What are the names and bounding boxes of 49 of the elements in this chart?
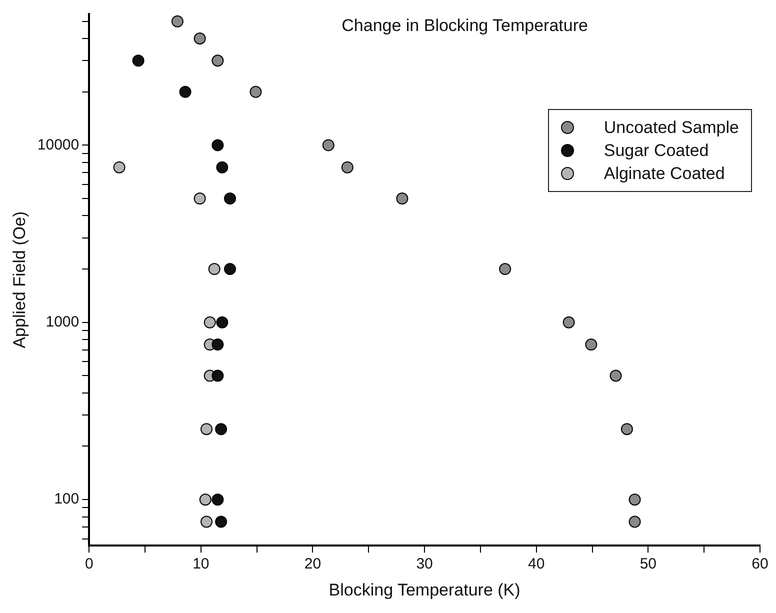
y-tick-label: 10000 — [37, 136, 80, 154]
point — [212, 370, 224, 382]
y-axis-title: Applied Field (Oe) — [10, 211, 29, 348]
legend-label: Alginate Coated — [604, 164, 725, 184]
point — [250, 86, 262, 98]
point — [499, 263, 512, 276]
chart-title: Change in Blocking Temperature — [342, 16, 588, 36]
x-tick-label: 10 — [192, 556, 210, 573]
point — [562, 316, 575, 328]
point — [216, 316, 228, 328]
point — [212, 338, 224, 351]
point — [208, 263, 220, 276]
point — [200, 516, 213, 528]
point — [628, 494, 641, 506]
point — [628, 516, 641, 528]
point — [212, 494, 224, 506]
x-axis-title: Blocking Temperature (K) — [328, 580, 520, 600]
point — [585, 338, 598, 351]
point — [199, 494, 212, 506]
point — [341, 161, 354, 174]
y-tick-label: 1000 — [46, 314, 80, 331]
point — [215, 516, 228, 528]
point — [396, 192, 408, 205]
legend-label: Uncoated Sample — [604, 118, 739, 138]
point — [212, 54, 224, 67]
x-tick-label: 0 — [84, 556, 94, 573]
point — [200, 423, 213, 436]
point — [610, 370, 622, 382]
point — [620, 423, 633, 436]
x-tick-label: 40 — [528, 556, 545, 573]
point — [194, 192, 206, 205]
point — [171, 15, 184, 28]
point — [224, 192, 236, 205]
point — [322, 139, 334, 152]
point — [212, 139, 224, 152]
x-tick-label: 50 — [640, 556, 657, 573]
x-tick-label: 60 — [752, 556, 768, 573]
point — [215, 423, 228, 436]
x-tick-label: 20 — [304, 556, 322, 573]
point — [132, 54, 144, 67]
legend-label: Sugar Coated — [604, 140, 709, 160]
y-tick-label: 100 — [54, 490, 80, 508]
point — [194, 32, 206, 45]
x-tick-label: 30 — [416, 556, 433, 573]
point — [179, 86, 192, 98]
point — [216, 161, 228, 174]
point — [113, 161, 126, 174]
point — [204, 316, 216, 328]
point — [224, 263, 236, 276]
